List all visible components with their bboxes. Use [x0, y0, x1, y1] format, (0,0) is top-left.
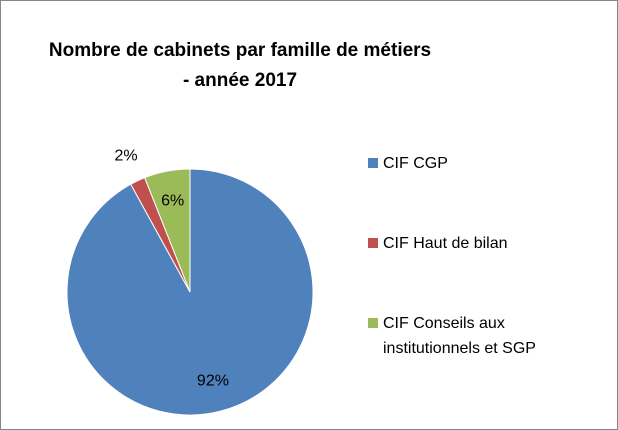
legend-item: CIF Haut de bilan — [368, 231, 568, 256]
chart-title: Nombre de cabinets par famille de métier… — [48, 40, 432, 91]
legend-swatch — [368, 238, 378, 248]
legend-swatch — [368, 158, 378, 168]
legend-swatch — [368, 318, 378, 328]
legend-label: CIF Haut de bilan — [383, 235, 508, 252]
pie-slice — [144, 168, 191, 293]
data-label: 6% — [161, 193, 184, 210]
legend-label: CIF Conseils aux institutionnels et SGP — [383, 315, 536, 357]
legend-label: CIF CGP — [383, 155, 448, 172]
legend-item: CIF CGP — [368, 151, 568, 176]
data-label: 2% — [115, 147, 138, 164]
data-label: 92% — [197, 373, 229, 390]
legend-item: CIF Conseils aux institutionnels et SGP — [368, 311, 568, 361]
